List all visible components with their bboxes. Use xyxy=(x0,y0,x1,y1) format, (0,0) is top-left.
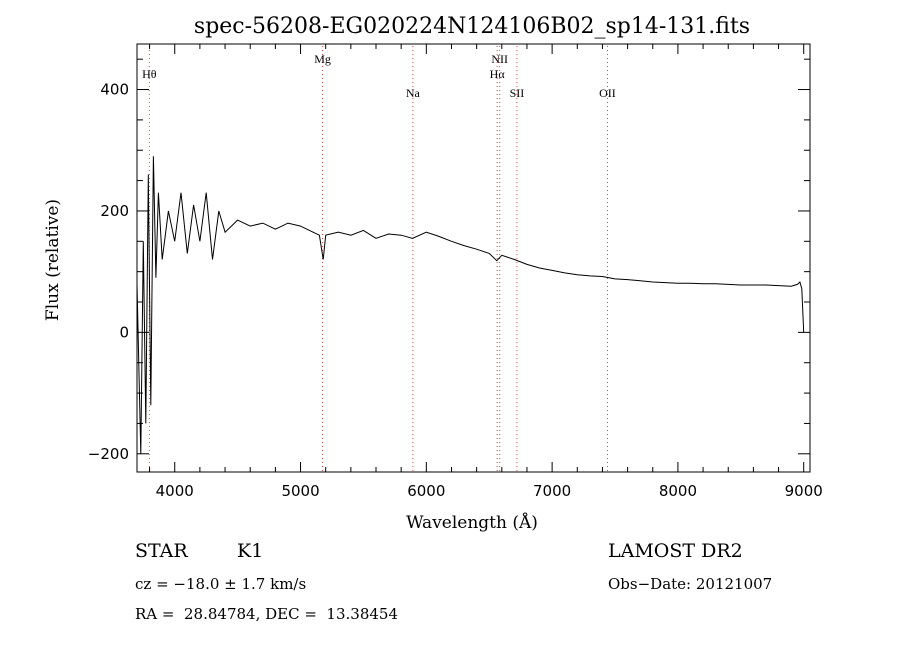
observation-date: Obs−Date: 20121007 xyxy=(608,575,773,593)
plot-frame xyxy=(136,43,811,473)
spectral-line-label: Hθ xyxy=(142,67,157,81)
x-tick-label: 6000 xyxy=(407,482,445,500)
object-subclass: K1 xyxy=(237,540,264,562)
spectral-line-label: Mg xyxy=(314,52,331,66)
coordinates: RA = 28.84784, DEC = 13.38454 xyxy=(135,605,399,623)
x-tick-label: 9000 xyxy=(785,482,823,500)
y-tick-label: 400 xyxy=(100,81,129,99)
chart-title: spec-56208-EG020224N124106B02_sp14-131.f… xyxy=(194,14,750,39)
redshift-cz: cz = −18.0 ± 1.7 km/s xyxy=(135,575,307,593)
y-axis-label: Flux (relative) xyxy=(43,199,63,321)
spectral-line-label: SII xyxy=(510,86,525,100)
y-tick-label: 200 xyxy=(100,202,129,220)
y-axis-ticks: −200 0 200 400 xyxy=(88,58,810,463)
x-axis-label: Wavelength (Å) xyxy=(406,512,538,533)
x-tick-label: 5000 xyxy=(281,482,319,500)
x-tick-label: 7000 xyxy=(533,482,571,500)
object-class: STAR xyxy=(135,540,188,562)
x-axis-ticks: 4000 5000 6000 7000 8000 9000 xyxy=(149,44,823,500)
y-tick-label: 0 xyxy=(119,323,129,341)
x-tick-label: 4000 xyxy=(156,482,194,500)
spectral-line-label: NII xyxy=(491,52,508,66)
y-tick-label: −200 xyxy=(88,445,129,463)
x-tick-label: 8000 xyxy=(659,482,697,500)
series-layer xyxy=(136,156,805,454)
spectral-line-label: OII xyxy=(599,86,616,100)
plot-border xyxy=(136,43,811,473)
spectral-line-label: Na xyxy=(406,86,421,100)
spectrum-line xyxy=(136,156,805,454)
survey-name: LAMOST DR2 xyxy=(608,540,743,562)
spectral-line-label: Hα xyxy=(490,67,506,81)
